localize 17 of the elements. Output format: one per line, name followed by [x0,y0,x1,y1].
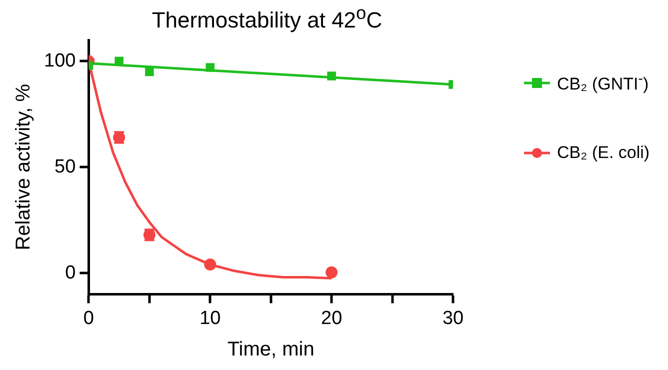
point [326,266,338,278]
x-tick-label: 30 [442,308,464,329]
y-axis-title: Relative activity, % [12,84,35,250]
legend-label: CB₂ (GNTI$^{-}$) [557,71,649,95]
y-tick-label: 0 [65,262,76,284]
x-tick-label: 0 [83,308,94,329]
chart-title: Thermostability at 42$^{o}$C [150,2,384,34]
x-tick-label: 20 [320,308,342,329]
point [145,67,154,76]
x-axis-title: Time, min [227,338,314,361]
y-tick-label: 100 [44,50,76,72]
legend-label: CB₂ (E. coli) [557,143,650,163]
point [206,63,215,72]
x-tick-label: 10 [200,308,221,329]
point [327,72,336,80]
point [204,258,216,271]
y-tick-label: 50 [54,156,76,178]
